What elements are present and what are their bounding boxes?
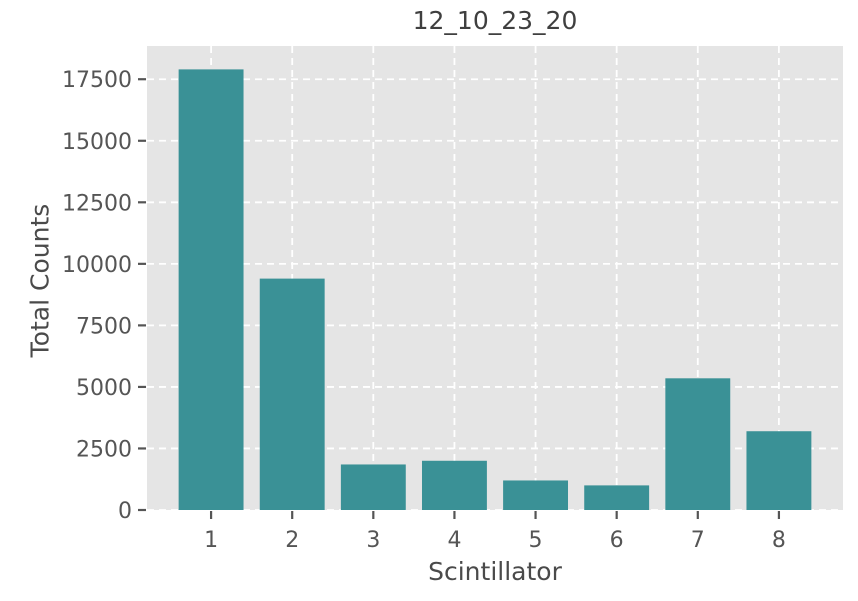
y-tick-label: 17500 xyxy=(62,68,132,93)
y-tick-label: 5000 xyxy=(76,376,132,401)
y-tick-label: 0 xyxy=(118,499,132,524)
x-tick-label: 5 xyxy=(529,528,543,553)
x-tick-label: 6 xyxy=(610,528,624,553)
bar-scintillator-6 xyxy=(584,485,650,510)
x-tick-label: 7 xyxy=(691,528,705,553)
x-tick-label: 4 xyxy=(447,528,461,553)
y-tick-label: 10000 xyxy=(62,253,132,278)
y-tick-label: 2500 xyxy=(76,437,132,462)
bar-scintillator-4 xyxy=(421,460,487,510)
x-tick-label: 8 xyxy=(772,528,786,553)
x-tick-label: 1 xyxy=(204,528,218,553)
bar-scintillator-8 xyxy=(746,431,812,510)
bar-scintillator-1 xyxy=(178,69,244,510)
y-tick-label: 12500 xyxy=(62,191,132,216)
bar-scintillator-7 xyxy=(665,378,731,510)
y-tick-label: 7500 xyxy=(76,314,132,339)
chart-title: 12_10_23_20 xyxy=(412,6,578,35)
bar-scintillator-5 xyxy=(503,480,569,510)
plot-background xyxy=(147,46,843,510)
x-tick-label: 3 xyxy=(366,528,380,553)
x-axis-label: Scintillator xyxy=(428,557,562,586)
bar-scintillator-2 xyxy=(259,278,325,510)
bar-scintillator-3 xyxy=(340,464,406,510)
x-tick-label: 2 xyxy=(285,528,299,553)
y-tick-label: 15000 xyxy=(62,130,132,155)
